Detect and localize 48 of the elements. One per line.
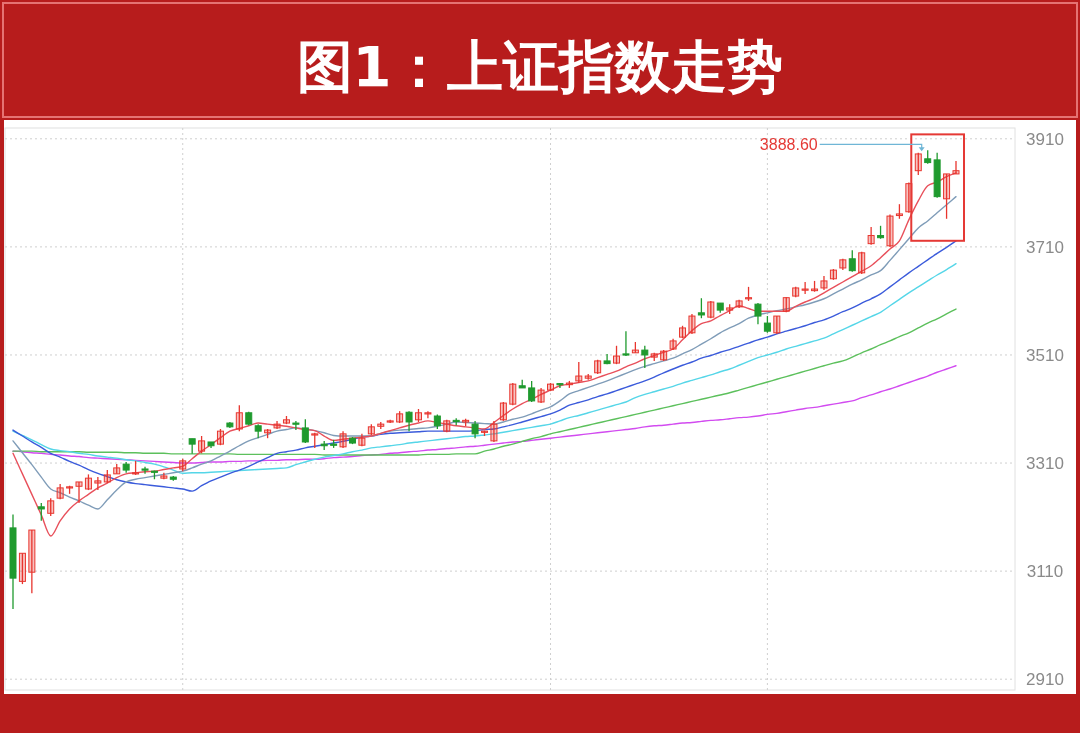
candlestick — [94, 476, 102, 491]
candlestick — [848, 249, 856, 273]
candlestick — [358, 433, 366, 447]
candlestick — [943, 173, 951, 220]
candlestick — [160, 472, 168, 480]
candlestick — [556, 382, 564, 389]
candlestick — [952, 160, 960, 175]
candlestick — [867, 226, 875, 246]
candlestick — [622, 330, 630, 357]
candlestick — [669, 338, 677, 351]
y-tick-label: 3110 — [1026, 562, 1064, 582]
candlestick — [801, 281, 809, 295]
candlestick — [613, 345, 621, 365]
y-tick-label: 2910 — [1026, 670, 1064, 690]
candlestick — [858, 251, 866, 275]
chart-title: 图1：上证指数走势 — [296, 34, 784, 99]
annotation: 3888.60 — [759, 135, 818, 153]
candlestick — [528, 380, 536, 403]
y-tick-label: 3910 — [1026, 129, 1064, 149]
y-tick-label: 3310 — [1026, 453, 1064, 473]
candlestick — [499, 401, 507, 422]
candlestick — [914, 152, 922, 176]
candlestick — [886, 213, 894, 248]
candlestick — [235, 404, 243, 432]
candlestick — [28, 529, 36, 594]
line-series — [12, 240, 957, 492]
candlestick — [75, 481, 83, 504]
y-tick-label: 3710 — [1026, 237, 1064, 257]
candlestick — [603, 353, 611, 365]
candlestick — [405, 410, 413, 432]
candlestick — [292, 420, 300, 431]
candlestick — [339, 430, 347, 449]
y-tick-label: 3510 — [1026, 345, 1064, 365]
line-series — [12, 308, 957, 456]
candlestick — [575, 361, 583, 384]
candlestick — [820, 275, 828, 291]
candlestick — [273, 420, 281, 430]
candlestick — [697, 297, 705, 319]
line-series — [12, 262, 957, 475]
candlestick — [424, 410, 432, 419]
candlestick — [509, 382, 517, 406]
candlestick — [537, 387, 545, 404]
candlestick — [688, 313, 696, 335]
candlestick — [490, 420, 498, 443]
candlestick — [641, 345, 649, 369]
candlestick — [735, 299, 743, 309]
candlestick — [754, 302, 762, 325]
candlestick — [18, 552, 26, 585]
